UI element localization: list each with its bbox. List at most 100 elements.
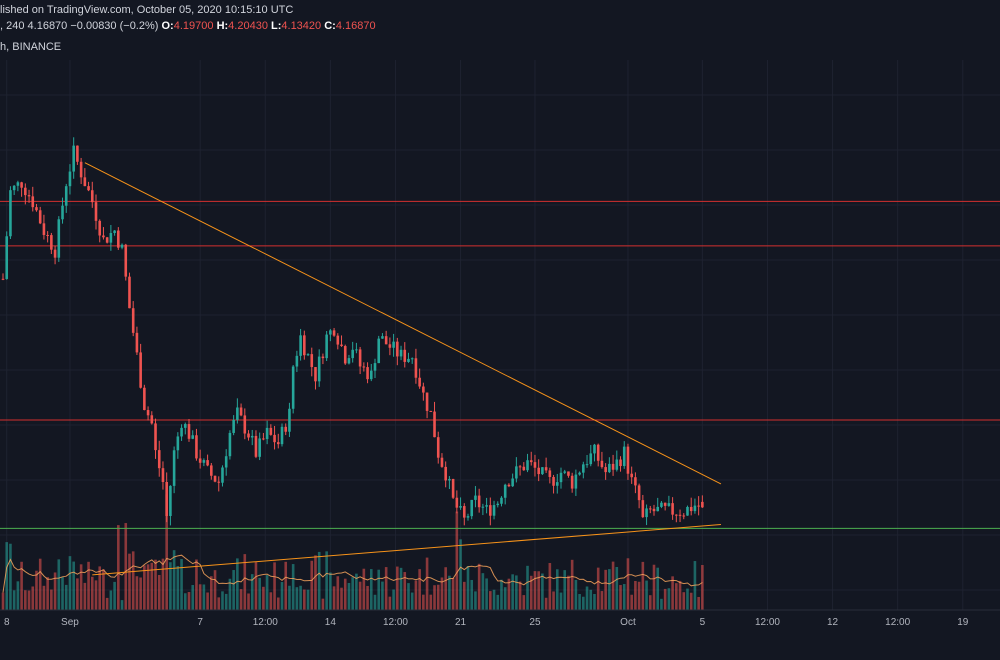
- volume-bar: [1, 592, 5, 610]
- volume-bar: [507, 578, 511, 610]
- candle-body: [589, 453, 593, 465]
- candle-body: [113, 230, 116, 234]
- candle-body: [555, 482, 559, 486]
- volume-bar: [578, 594, 581, 610]
- volume-bar: [236, 558, 239, 610]
- candle-body: [466, 516, 470, 518]
- volume-bar: [414, 580, 418, 610]
- candle-body: [626, 446, 630, 474]
- candle-body: [608, 463, 611, 473]
- volume-bar: [377, 569, 381, 610]
- open-value: 4.19700: [173, 20, 214, 32]
- candle-body: [351, 349, 354, 359]
- candle-body: [232, 419, 235, 433]
- candle-body: [79, 161, 83, 178]
- candle-body: [634, 477, 637, 486]
- volume-bar: [280, 582, 284, 610]
- volume-bar: [399, 567, 403, 610]
- volume-bar: [343, 578, 347, 610]
- candle-body: [217, 481, 221, 483]
- volume-bar: [332, 586, 336, 610]
- volume-bar: [206, 592, 209, 610]
- volume-bar: [117, 525, 120, 610]
- candle-body: [303, 335, 306, 356]
- candle-body: [124, 244, 128, 277]
- volume-bar: [120, 600, 124, 610]
- candle-body: [600, 460, 604, 468]
- candle-body: [611, 463, 615, 470]
- volume-bar: [336, 576, 340, 610]
- candle-body: [9, 190, 12, 237]
- volume-bar: [254, 562, 258, 610]
- candle-body: [195, 435, 198, 459]
- volume-bar: [410, 592, 414, 610]
- candle-body: [392, 341, 395, 348]
- volume-bar: [5, 542, 9, 610]
- volume-bar: [660, 598, 663, 610]
- candle-body: [433, 411, 436, 438]
- candle-body: [117, 230, 120, 248]
- volume-bar: [641, 561, 645, 610]
- volume-bar: [46, 577, 49, 610]
- volume-bar: [492, 589, 496, 610]
- close-value: 4.16870: [335, 20, 376, 32]
- candle-body: [481, 506, 485, 508]
- candle-body: [548, 470, 552, 477]
- candle-body: [90, 190, 94, 203]
- volume-bar: [537, 571, 540, 610]
- volume-bar: [477, 563, 481, 610]
- volume-bar: [258, 577, 261, 610]
- volume-bar: [239, 589, 243, 610]
- candle-body: [236, 407, 239, 420]
- volume-bar: [16, 581, 20, 610]
- volume-bar: [500, 579, 503, 610]
- candle-body: [689, 506, 693, 512]
- candle-body: [489, 505, 492, 516]
- volume-bar: [663, 588, 667, 610]
- candle-body: [258, 438, 261, 457]
- candle-body: [206, 460, 209, 466]
- candle-body: [87, 186, 90, 191]
- x-tick-label: Sep: [61, 617, 79, 628]
- candle-body: [637, 485, 641, 501]
- volume-bar: [131, 551, 135, 610]
- candle-body: [325, 334, 328, 359]
- candle-body: [38, 210, 42, 224]
- volume-bar: [79, 564, 83, 610]
- volume-bar: [425, 557, 429, 610]
- x-tick-label: 5: [700, 617, 706, 628]
- candle-body: [94, 202, 98, 221]
- volume-bar: [552, 591, 555, 610]
- volume-bar: [529, 575, 533, 610]
- x-tick-label: 12:00: [383, 617, 408, 628]
- volume-bar: [250, 574, 254, 610]
- candle-body: [176, 436, 180, 451]
- candle-body: [310, 354, 314, 368]
- volume-bar: [526, 565, 529, 610]
- x-tick-label: 7: [197, 617, 203, 628]
- volume-bar: [362, 568, 366, 610]
- volume-bar: [489, 591, 492, 610]
- candle-body: [656, 506, 660, 512]
- volume-bar: [604, 569, 607, 610]
- volume-bar: [485, 578, 488, 610]
- candle-body: [529, 460, 533, 463]
- candle-body: [254, 435, 258, 457]
- volume-bar: [600, 591, 604, 610]
- volume-bar: [210, 576, 213, 610]
- candle-body: [42, 223, 46, 235]
- candle-body: [172, 450, 176, 486]
- candle-body: [440, 457, 444, 467]
- candle-body: [187, 424, 191, 439]
- volume-bar: [373, 594, 377, 610]
- volume-bar: [221, 591, 224, 610]
- volume-bar: [347, 582, 351, 610]
- candle-body: [414, 358, 418, 378]
- volume-bar: [94, 580, 98, 610]
- volume-bar: [570, 559, 574, 610]
- trendlines: [84, 162, 722, 576]
- low-label: L:: [271, 20, 282, 32]
- volume-bar: [440, 577, 444, 610]
- volume-bar: [310, 560, 314, 610]
